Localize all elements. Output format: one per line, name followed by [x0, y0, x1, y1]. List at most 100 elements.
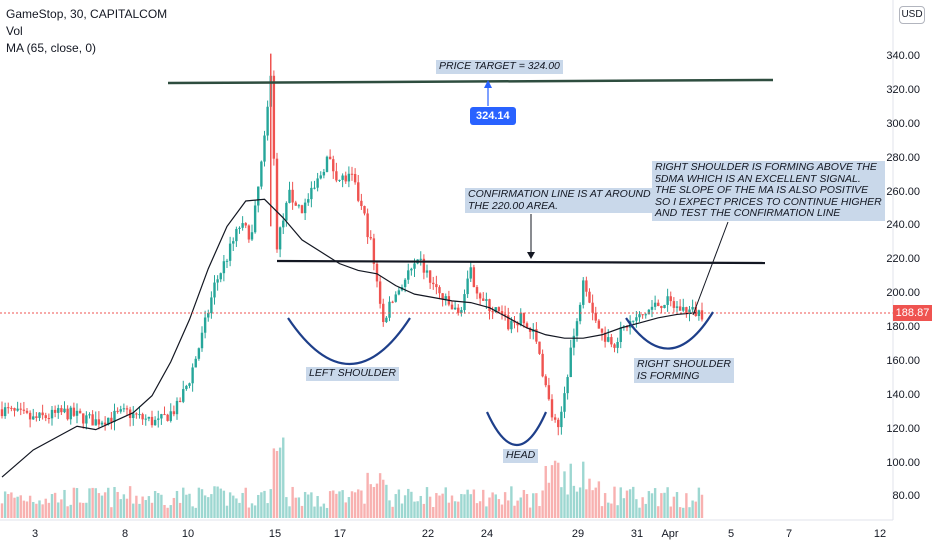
- volume-bar: [497, 499, 501, 518]
- volume-bar: [13, 497, 16, 518]
- volume-bar: [119, 499, 122, 518]
- volume-bar: [75, 488, 79, 518]
- target-price-badge[interactable]: 324.14: [470, 107, 516, 125]
- candle-body: [494, 307, 497, 312]
- candle-body: [272, 75, 276, 159]
- candle-body: [675, 306, 679, 308]
- time-tick-label: 10: [181, 528, 195, 540]
- price-tick-label: 220.00: [886, 253, 920, 266]
- volume-bar: [594, 487, 597, 518]
- candle-body: [560, 411, 563, 428]
- candle-body: [344, 175, 347, 182]
- volume-bar: [653, 488, 657, 518]
- candle-body: [407, 270, 410, 280]
- right-shoulder-label[interactable]: RIGHT SHOULDER IS FORMING: [634, 358, 734, 383]
- volume-bar: [313, 506, 316, 518]
- volume-bar: [691, 500, 694, 518]
- price-target-line[interactable]: [167, 78, 774, 85]
- volume-bar: [663, 492, 666, 518]
- candle-body: [547, 385, 551, 400]
- volume-bar: [60, 499, 63, 518]
- volume-bar: [166, 507, 169, 518]
- volume-bar: [607, 502, 610, 518]
- candle-body: [594, 312, 597, 321]
- candle-body: [322, 171, 326, 176]
- candle-body: [103, 422, 107, 425]
- candle-body: [57, 408, 60, 413]
- candle-body: [350, 173, 354, 175]
- candle-body: [72, 407, 76, 416]
- volume-bar: [322, 503, 326, 518]
- volume-bar: [469, 494, 472, 518]
- candle-body: [113, 410, 116, 422]
- volume-bar: [110, 507, 113, 518]
- volume-bar: [391, 506, 394, 518]
- volume-bar: [160, 494, 163, 518]
- volume-bar: [625, 490, 629, 518]
- candle-body: [691, 306, 694, 310]
- head-label[interactable]: HEAD: [503, 449, 539, 463]
- candle-body: [85, 415, 88, 424]
- confirmation-label[interactable]: CONFIRMATION LINE IS AT AROUND THE 220.0…: [465, 188, 654, 213]
- candle-body: [688, 309, 691, 315]
- price-tick-label: 180.00: [886, 321, 920, 333]
- volume-bar: [244, 487, 247, 518]
- candle-body: [641, 314, 644, 316]
- current-price-tag: 188.87: [893, 305, 932, 321]
- candle-body: [225, 260, 229, 262]
- volume-bar: [316, 496, 319, 518]
- currency-button[interactable]: USD: [899, 6, 925, 24]
- volume-bar: [619, 487, 622, 518]
- candle-body: [519, 312, 522, 326]
- volume-bar: [475, 503, 479, 518]
- volume-bar: [157, 493, 160, 518]
- volume-bar: [169, 505, 172, 518]
- candle-body: [122, 408, 126, 410]
- candle-body: [528, 328, 532, 332]
- head-curve[interactable]: [485, 411, 548, 446]
- volume-bar: [600, 506, 604, 518]
- volume-bar: [697, 487, 701, 518]
- volume-bar: [82, 502, 85, 518]
- candle-body: [132, 413, 135, 419]
- volume-bar: [275, 450, 279, 518]
- confirmation-line[interactable]: [276, 259, 766, 265]
- left-shoulder-label[interactable]: LEFT SHOULDER: [306, 367, 399, 381]
- candle-body: [663, 304, 666, 309]
- candle-body: [585, 280, 588, 292]
- right-shoulder-note[interactable]: RIGHT SHOULDER IS FORMING ABOVE THE 5DMA…: [652, 161, 885, 221]
- volume-bar: [194, 507, 197, 518]
- candle-body: [288, 189, 291, 203]
- candle-body: [338, 179, 341, 181]
- volume-bar: [19, 495, 22, 518]
- volume-bar: [175, 490, 179, 518]
- volume-bar: [647, 491, 651, 518]
- candle-body: [60, 408, 63, 413]
- candle-body: [291, 189, 294, 203]
- right-shoulder-curve[interactable]: [625, 311, 714, 350]
- volume-bar: [357, 489, 360, 518]
- candle-body: [697, 310, 701, 316]
- volume-bar: [238, 502, 241, 518]
- candle-body: [260, 161, 263, 187]
- confirmation-arrow-head: [527, 252, 535, 259]
- time-tick-label: 7: [785, 528, 793, 540]
- candle-body: [557, 419, 560, 428]
- candle-body: [32, 416, 35, 420]
- volume-bar: [22, 500, 26, 518]
- candle-body: [488, 299, 491, 312]
- candle-body: [466, 278, 469, 295]
- candle-body: [91, 414, 94, 426]
- left-shoulder-curve[interactable]: [287, 317, 411, 366]
- candle-body: [460, 310, 463, 313]
- candle-body: [110, 417, 113, 422]
- volume-bar: [228, 492, 232, 518]
- volume-bar: [638, 507, 641, 518]
- volume-bar: [319, 506, 322, 518]
- price-target-label[interactable]: PRICE TARGET = 324.00: [436, 60, 563, 74]
- candle-body: [672, 301, 676, 308]
- candle-body: [135, 413, 138, 415]
- volume-bar: [463, 494, 466, 518]
- price-tick-label: 120.00: [886, 422, 920, 435]
